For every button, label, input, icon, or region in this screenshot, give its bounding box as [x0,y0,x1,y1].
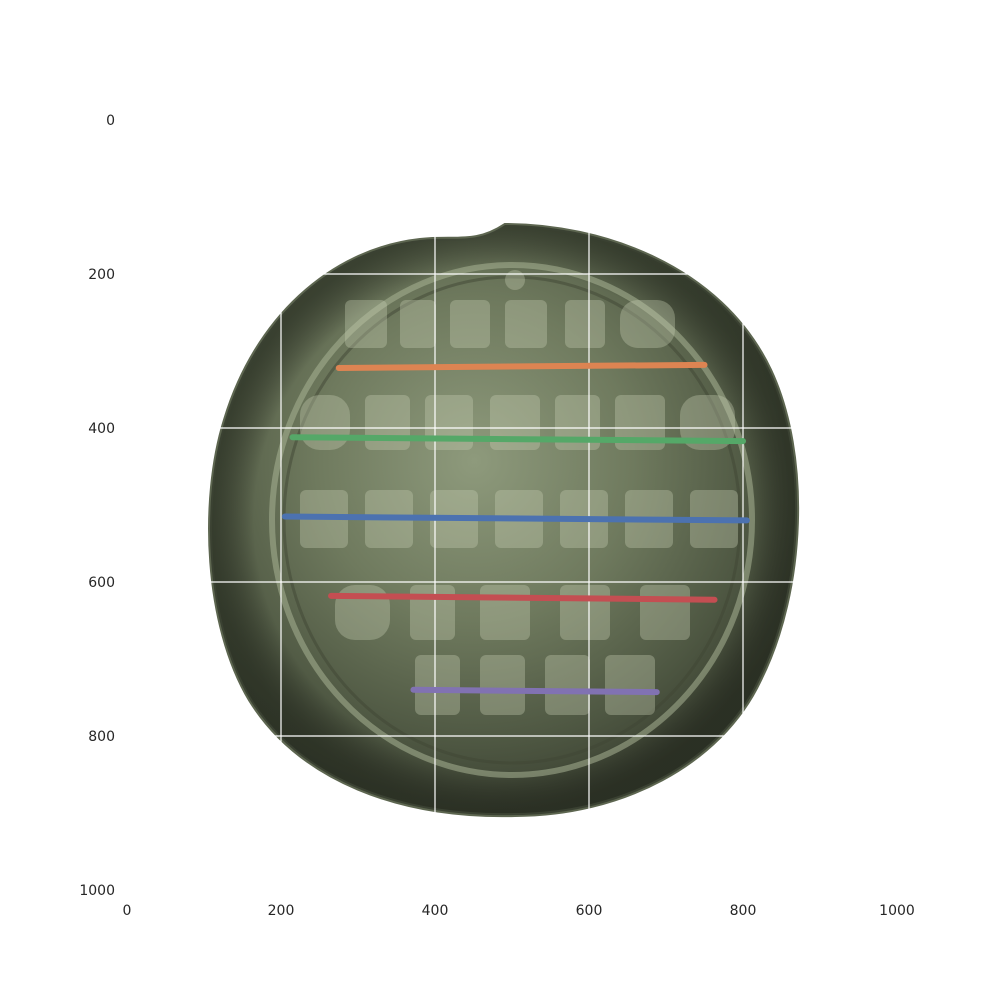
x-tick-label: 800 [730,903,757,919]
series-line-3 [281,513,750,524]
y-axis: 0 200 400 600 800 1000 [79,113,115,899]
x-tick-label: 1000 [879,903,915,919]
series-line-4 [328,592,718,603]
x-tick-label: 0 [123,903,132,919]
seal-image [208,222,800,818]
y-tick-label: 400 [88,421,115,437]
x-tick-label: 600 [576,903,603,919]
series-group [281,361,750,696]
y-tick-label: 1000 [79,883,115,899]
series-line-1 [335,361,708,371]
series-line-2 [289,434,746,445]
y-tick-label: 200 [88,267,115,283]
series-line-5 [410,686,660,696]
x-axis: 0 200 400 600 800 1000 [123,903,915,919]
y-tick-label: 0 [106,113,115,129]
y-tick-label: 600 [88,575,115,591]
x-tick-label: 400 [422,903,449,919]
y-tick-label: 800 [88,729,115,745]
x-tick-label: 200 [268,903,295,919]
